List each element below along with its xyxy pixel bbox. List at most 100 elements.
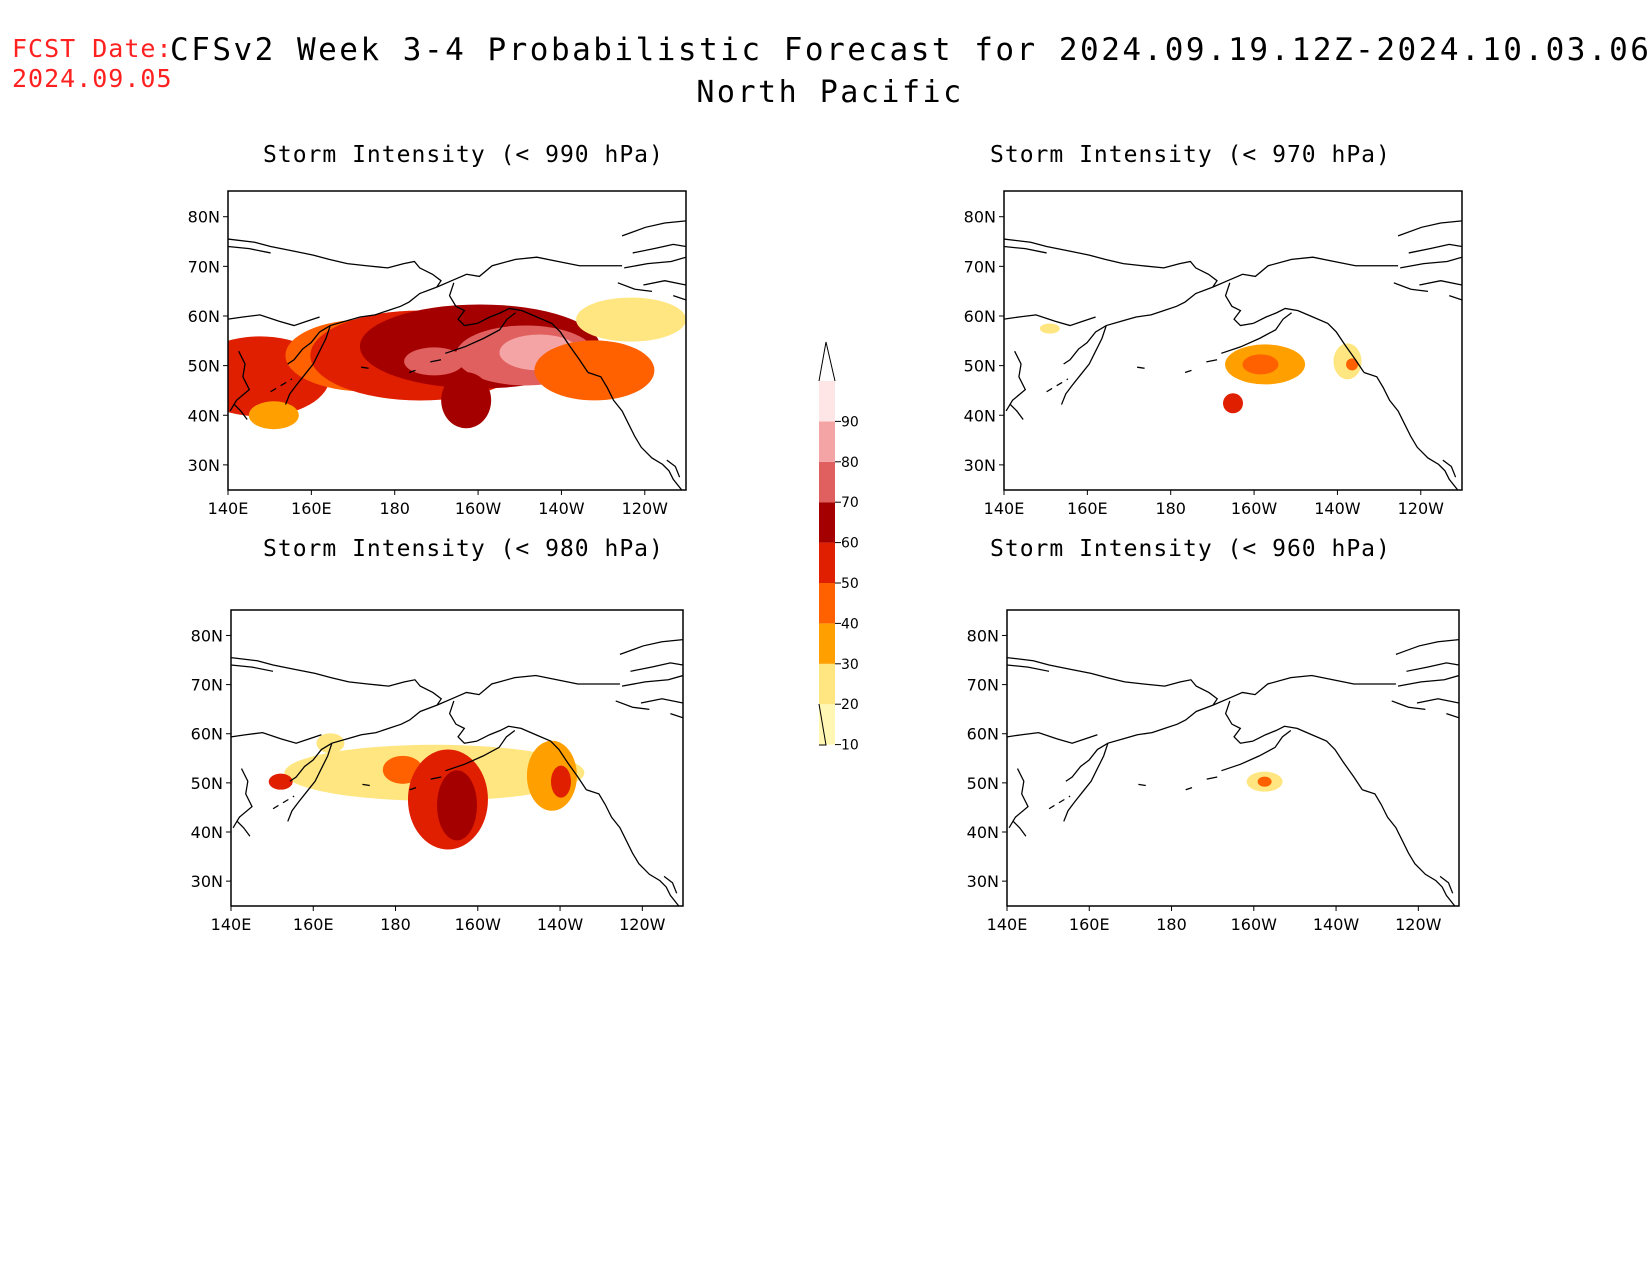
lat-tick-label: 40N bbox=[188, 406, 220, 425]
lat-tick-label: 80N bbox=[964, 208, 996, 227]
lat-tick-label: 80N bbox=[967, 626, 999, 645]
map-background bbox=[1007, 610, 1459, 906]
lon-tick-label: 140W bbox=[537, 915, 584, 934]
lat-tick-label: 40N bbox=[191, 823, 223, 842]
lat-tick-label: 50N bbox=[967, 774, 999, 793]
probability-area bbox=[441, 372, 492, 429]
lon-tick-label: 140W bbox=[538, 499, 585, 518]
panel-title-970: Storm Intensity (< 970 hPa) bbox=[990, 142, 1391, 168]
colorbar-label: 20 bbox=[841, 697, 859, 713]
probability-area bbox=[268, 773, 293, 790]
forecast-date-block: FCST Date: 2024.09.05 bbox=[12, 34, 173, 94]
colorbar-swatch bbox=[819, 542, 835, 583]
probability-area bbox=[1346, 358, 1359, 371]
colorbar-swatch bbox=[819, 381, 835, 422]
map-panel-960: 80N 70N 60N 50N 40N 30N 140E 160E 180 160W 140W 120… bbox=[967, 609, 1460, 934]
forecast-date-label: FCST Date: bbox=[12, 34, 173, 63]
lat-tick-label: 30N bbox=[967, 872, 999, 891]
lon-tick-label: 160E bbox=[293, 915, 334, 934]
probability-shading bbox=[1039, 323, 1362, 414]
probability-shading bbox=[1246, 771, 1283, 792]
lon-tick-label: 120W bbox=[622, 499, 669, 518]
probability-area bbox=[550, 765, 571, 798]
lon-tick-label: 160W bbox=[455, 915, 502, 934]
lat-tick-label: 30N bbox=[191, 872, 223, 891]
colorbar-label: 70 bbox=[841, 495, 859, 511]
probability-area bbox=[1242, 354, 1279, 375]
lon-tick-label: 180 bbox=[379, 499, 410, 518]
probability-area bbox=[534, 340, 655, 401]
lat-tick-label: 50N bbox=[191, 774, 223, 793]
lat-tick-label: 40N bbox=[964, 406, 996, 425]
lon-tick-label: 140E bbox=[208, 499, 249, 518]
lon-tick-label: 140E bbox=[984, 499, 1025, 518]
lat-tick-label: 30N bbox=[964, 456, 996, 475]
map-frame bbox=[227, 190, 687, 491]
colorbar-label: 40 bbox=[841, 616, 859, 632]
map-panel-980: 80N 70N 60N 50N 40N 30N 140E 160E 180 160W 140W 120… bbox=[191, 609, 684, 934]
lon-tick-label: 160E bbox=[1067, 499, 1108, 518]
panel-title-960: Storm Intensity (< 960 hPa) bbox=[990, 536, 1391, 562]
colorbar-swatch bbox=[819, 663, 835, 705]
colorbar-label: 80 bbox=[841, 455, 859, 471]
lon-tick-label: 160W bbox=[1231, 915, 1278, 934]
colorbar-swatch bbox=[819, 623, 835, 664]
lon-tick-label: 120W bbox=[1395, 915, 1442, 934]
probability-area bbox=[1039, 323, 1060, 334]
colorbar-swatch bbox=[819, 583, 835, 624]
colorbar-label: 10 bbox=[841, 738, 859, 754]
colorbar-swatch bbox=[819, 421, 835, 462]
probability-area bbox=[1257, 776, 1272, 787]
page-title: CFSv2 Week 3-4 Probabilistic Forecast fo… bbox=[170, 32, 1650, 68]
map-frame bbox=[1006, 609, 1460, 907]
map-frame bbox=[230, 609, 684, 907]
lat-tick-label: 80N bbox=[188, 208, 220, 227]
probability-area bbox=[576, 297, 686, 342]
lon-tick-label: 140E bbox=[211, 915, 252, 934]
lat-tick-label: 50N bbox=[188, 357, 220, 376]
colorbar-label: 50 bbox=[841, 576, 859, 592]
lat-tick-label: 70N bbox=[188, 257, 220, 276]
region-subtitle: North Pacific bbox=[696, 75, 964, 110]
lon-tick-label: 180 bbox=[1155, 499, 1186, 518]
lat-tick-label: 50N bbox=[964, 357, 996, 376]
lat-tick-label: 60N bbox=[964, 307, 996, 326]
lat-tick-label: 60N bbox=[967, 725, 999, 744]
probability-area bbox=[437, 770, 477, 841]
lon-tick-label: 160W bbox=[1231, 499, 1278, 518]
map-panel-990: 80N 70N 60N 50N 40N 30N 140E 160E 180 160W 140W 120… bbox=[188, 190, 687, 518]
lat-tick-label: 60N bbox=[188, 307, 220, 326]
probability-area bbox=[1223, 393, 1243, 414]
probability-shading bbox=[228, 297, 686, 430]
lat-tick-label: 30N bbox=[188, 456, 220, 475]
map-frame bbox=[1003, 190, 1463, 491]
lat-tick-label: 40N bbox=[967, 823, 999, 842]
colorbar-label: 30 bbox=[841, 657, 859, 673]
lon-tick-label: 180 bbox=[380, 915, 411, 934]
lon-tick-label: 180 bbox=[1156, 915, 1187, 934]
lon-tick-label: 140W bbox=[1313, 915, 1360, 934]
lat-tick-label: 70N bbox=[191, 676, 223, 695]
lon-tick-label: 140W bbox=[1314, 499, 1361, 518]
panel-title-990: Storm Intensity (< 990 hPa) bbox=[263, 142, 664, 168]
lat-tick-label: 80N bbox=[191, 626, 223, 645]
lon-tick-label: 140E bbox=[987, 915, 1028, 934]
colorbar-swatch bbox=[819, 502, 835, 543]
colorbar-label: 60 bbox=[841, 536, 859, 552]
map-background bbox=[1004, 191, 1462, 490]
probability-shading bbox=[268, 733, 585, 850]
lat-tick-label: 70N bbox=[967, 676, 999, 695]
colorbar-swatch bbox=[819, 704, 835, 745]
lon-tick-label: 160E bbox=[291, 499, 332, 518]
lon-tick-label: 160E bbox=[1069, 915, 1110, 934]
lon-tick-label: 160W bbox=[455, 499, 502, 518]
map-panel-970: 80N 70N 60N 50N 40N 30N 140E 160E 180 160W 140W 120… bbox=[964, 190, 1463, 518]
lat-tick-label: 70N bbox=[964, 257, 996, 276]
colorbar: 10 20 30 40 50 60 70 80 90 bbox=[818, 341, 859, 754]
lon-tick-label: 120W bbox=[1398, 499, 1445, 518]
lon-tick-label: 120W bbox=[619, 915, 666, 934]
colorbar-swatch bbox=[819, 461, 835, 503]
panel-title-980: Storm Intensity (< 980 hPa) bbox=[263, 536, 664, 562]
colorbar-label: 90 bbox=[841, 414, 859, 430]
